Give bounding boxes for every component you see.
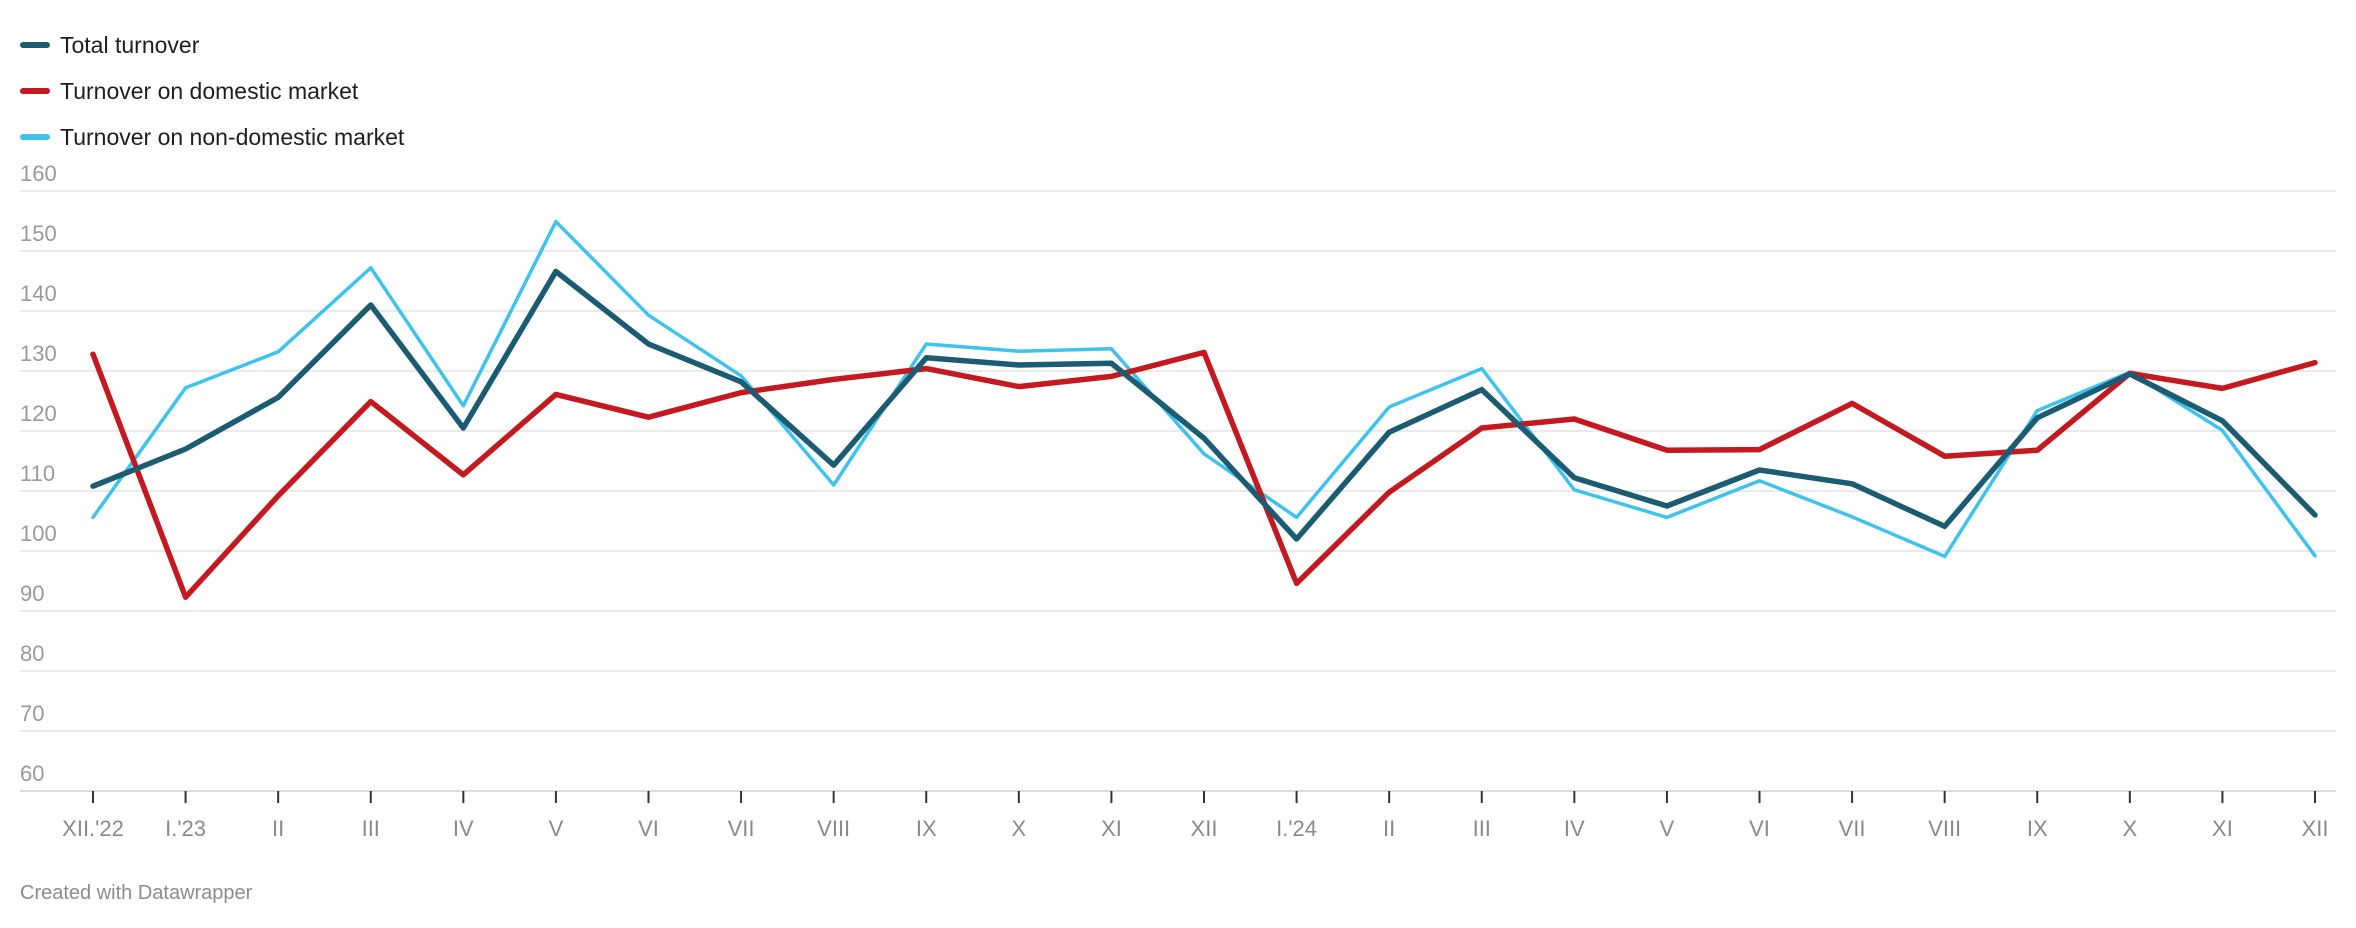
credit-text[interactable]: Created with Datawrapper xyxy=(20,882,253,904)
x-tick-label: V xyxy=(549,816,564,841)
legend-swatch-non-domestic xyxy=(20,134,50,140)
y-tick-label: 130 xyxy=(20,341,57,366)
y-tick-label: 160 xyxy=(20,161,57,186)
x-tick-label: X xyxy=(2122,816,2137,841)
x-tick-label: X xyxy=(1011,816,1026,841)
legend-label-non-domestic: Turnover on non-domestic market xyxy=(60,123,405,150)
x-tick-label: XII.'22 xyxy=(62,816,124,841)
legend-item-domestic[interactable]: Turnover on domestic market xyxy=(20,68,404,114)
x-tick-label: VII xyxy=(728,816,755,841)
legend: Total turnover Turnover on domestic mark… xyxy=(20,22,404,160)
x-tick-label: III xyxy=(1473,816,1491,841)
y-tick-label: 110 xyxy=(20,461,55,486)
y-tick-label: 150 xyxy=(20,221,57,246)
x-tick-label: VIII xyxy=(1928,816,1961,841)
x-tick-label: XI xyxy=(2212,816,2233,841)
x-tick-label: VI xyxy=(638,816,659,841)
x-axis-ticks: XII.'22 I.'23 II III IV V VI VII VIII IX X XI XII I.'… xyxy=(62,791,2328,841)
x-tick-label: VII xyxy=(1839,816,1866,841)
y-tick-label: 70 xyxy=(20,701,44,726)
legend-item-total[interactable]: Total turnover xyxy=(20,22,404,68)
x-tick-label: VI xyxy=(1749,816,1770,841)
series-line-0[interactable] xyxy=(90,268,2318,542)
gridlines xyxy=(20,190,2336,792)
x-tick-label: XI xyxy=(1101,816,1122,841)
x-tick-label: XII xyxy=(2302,816,2329,841)
y-tick-label: 60 xyxy=(20,761,44,786)
legend-swatch-total xyxy=(20,42,50,48)
x-tick-label: XII xyxy=(1191,816,1218,841)
legend-label-total: Total turnover xyxy=(60,31,200,58)
legend-swatch-domestic xyxy=(20,88,50,94)
x-tick-label: V xyxy=(1660,816,1675,841)
x-tick-label: VIII xyxy=(817,816,850,841)
y-tick-label: 90 xyxy=(20,581,44,606)
y-tick-label: 100 xyxy=(20,521,57,546)
series-line-1[interactable] xyxy=(90,349,2318,600)
y-tick-label: 80 xyxy=(20,641,44,666)
series-lines xyxy=(90,219,2318,600)
x-tick-label: II xyxy=(272,816,284,841)
x-tick-label: I.'24 xyxy=(1276,816,1317,841)
legend-item-non-domestic[interactable]: Turnover on non-domestic market xyxy=(20,114,404,160)
x-tick-label: IV xyxy=(453,816,474,841)
y-axis-ticks: 60 70 80 90 100 110 120 130 140 150 160 xyxy=(20,161,57,786)
y-tick-label: 140 xyxy=(20,281,57,306)
x-tick-label: I.'23 xyxy=(165,816,206,841)
series-line-2[interactable] xyxy=(91,219,2317,559)
x-tick-label: IX xyxy=(2027,816,2048,841)
x-tick-label: II xyxy=(1383,816,1395,841)
x-tick-label: III xyxy=(362,816,380,841)
y-tick-label: 120 xyxy=(20,401,57,426)
x-tick-label: IX xyxy=(916,816,937,841)
x-tick-label: IV xyxy=(1564,816,1585,841)
legend-label-domestic: Turnover on domestic market xyxy=(60,77,359,104)
